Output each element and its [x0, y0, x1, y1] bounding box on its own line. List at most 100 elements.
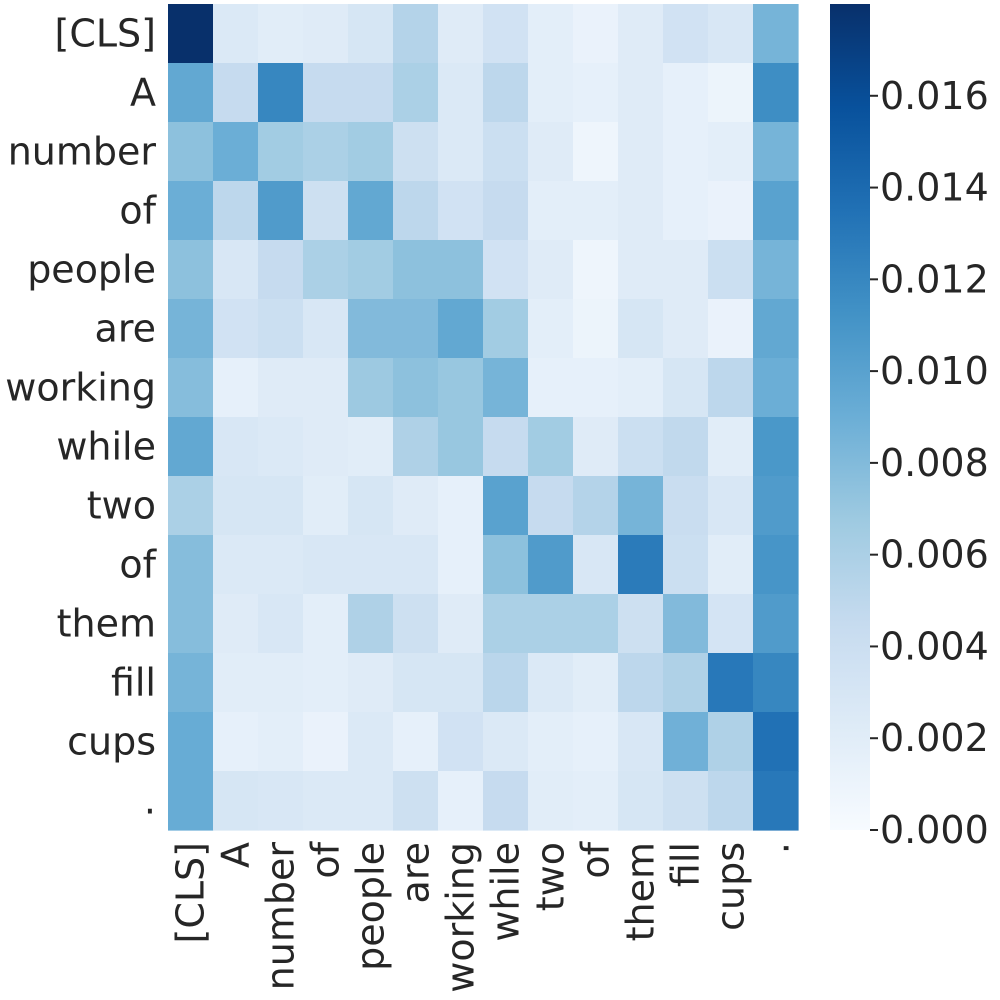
heatmap-cell: [168, 299, 214, 359]
heatmap-cell: [393, 771, 439, 831]
heatmap-cell: [168, 181, 214, 241]
heatmap-cell: [168, 4, 214, 64]
heatmap-cell: [663, 476, 709, 536]
heatmap-cell: [258, 535, 304, 595]
heatmap-cell: [303, 63, 349, 123]
heatmap-cell: [213, 653, 259, 713]
heatmap-cell: [663, 122, 709, 182]
heatmap-cell: [663, 240, 709, 300]
heatmap-cell: [483, 476, 529, 536]
heatmap-cell: [438, 771, 484, 831]
heatmap-cell: [348, 417, 394, 477]
heatmap-cell: [663, 4, 709, 64]
heatmap-cell: [393, 240, 439, 300]
colorbar-tick-label: 0.010: [880, 349, 989, 393]
heatmap-cell: [438, 4, 484, 64]
heatmap-cell: [213, 181, 259, 241]
heatmap-cell: [663, 771, 709, 831]
heatmap-cell: [573, 240, 619, 300]
heatmap-cell: [393, 358, 439, 418]
y-tick-label: .: [144, 779, 156, 823]
x-tick-label: .: [754, 842, 798, 854]
heatmap-cell: [213, 712, 259, 772]
heatmap-cell: [483, 594, 529, 654]
heatmap-cell: [258, 299, 304, 359]
colorbar-tick-label: 0.012: [880, 257, 989, 301]
heatmap-cell: [573, 594, 619, 654]
heatmap-cell: [213, 358, 259, 418]
colorbar-tick-label: 0.000: [880, 808, 989, 852]
heatmap-cell: [528, 63, 574, 123]
heatmap-cell: [303, 358, 349, 418]
heatmap-cell: [213, 594, 259, 654]
colorbar-ticks: 0.000 0.002 0.004 0.006 0.008 0.010 0.012 0.014…: [870, 74, 989, 852]
heatmap-cell: [528, 240, 574, 300]
y-tick-label: two: [87, 484, 156, 528]
heatmap-cell: [303, 653, 349, 713]
heatmap-cell: [528, 4, 574, 64]
heatmap-cell: [618, 181, 664, 241]
heatmap-cell: [348, 358, 394, 418]
heatmap-cell: [168, 535, 214, 595]
y-tick-label: A: [130, 71, 156, 115]
heatmap-cell: [573, 181, 619, 241]
colorbar-tick-label: 0.004: [880, 624, 989, 668]
heatmap-cell: [258, 653, 304, 713]
colorbar-tick-label: 0.008: [880, 441, 989, 485]
heatmap-cell: [348, 653, 394, 713]
heatmap-cell: [483, 122, 529, 182]
heatmap-cell: [438, 299, 484, 359]
heatmap-cell: [258, 771, 304, 831]
heatmap-cell: [303, 594, 349, 654]
heatmap-cell: [348, 594, 394, 654]
y-tick-label: of: [119, 543, 157, 587]
heatmap-cell: [303, 122, 349, 182]
heatmap-cell: [258, 594, 304, 654]
heatmap-cell: [573, 476, 619, 536]
heatmap-cell: [168, 240, 214, 300]
heatmap-cell: [753, 240, 799, 300]
heatmap-cell: [348, 476, 394, 536]
heatmap-cell: [528, 358, 574, 418]
heatmap-cell: [528, 712, 574, 772]
heatmap-cell: [663, 653, 709, 713]
heatmap-cell: [573, 122, 619, 182]
y-tick-label: number: [8, 130, 157, 174]
heatmap-cell: [213, 122, 259, 182]
heatmap-cell: [393, 181, 439, 241]
heatmap-cell: [438, 476, 484, 536]
x-tick-label: number: [259, 842, 303, 991]
heatmap-cell: [573, 358, 619, 418]
heatmap-cell: [618, 299, 664, 359]
heatmap-cell: [618, 476, 664, 536]
heatmap-cell: [708, 771, 754, 831]
heatmap-cell: [573, 771, 619, 831]
heatmap-cell: [438, 712, 484, 772]
heatmap-cell: [348, 535, 394, 595]
heatmap-cell: [393, 122, 439, 182]
heatmap-cell: [573, 4, 619, 64]
heatmap-cell: [438, 535, 484, 595]
heatmap-cell: [663, 181, 709, 241]
x-tick-label: working: [439, 842, 483, 993]
heatmap-cell: [573, 63, 619, 123]
heatmap-cell: [168, 712, 214, 772]
x-tick-label: fill: [664, 842, 708, 887]
y-tick-label: people: [27, 248, 156, 292]
heatmap-cell: [528, 594, 574, 654]
heatmap-cell: [618, 240, 664, 300]
heatmap-cell: [303, 771, 349, 831]
heatmap-cell: [348, 240, 394, 300]
heatmap-cell: [258, 417, 304, 477]
heatmap-cell: [708, 535, 754, 595]
heatmap-cell: [618, 653, 664, 713]
heatmap-cell: [303, 417, 349, 477]
x-tick-label: of: [304, 840, 348, 878]
y-tick-label: while: [56, 425, 156, 469]
heatmap-cell: [528, 181, 574, 241]
heatmap-cell: [393, 653, 439, 713]
heatmap-cells: [168, 4, 799, 831]
heatmap-cell: [393, 4, 439, 64]
